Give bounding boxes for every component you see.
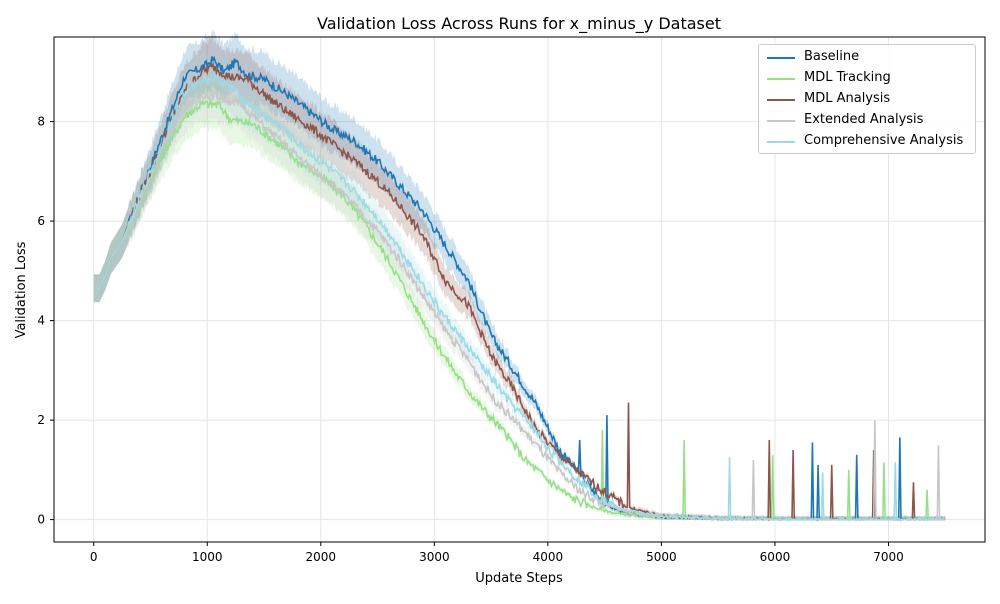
series-lines <box>93 55 946 522</box>
legend: Baseline MDL Tracking MDL Analysis Extended… <box>758 44 976 154</box>
legend-swatch <box>767 99 795 101</box>
legend-label: Comprehensive Analysis <box>804 133 964 148</box>
legend-item: Baseline <box>759 47 975 67</box>
x-tick-label: 2000 <box>306 550 337 564</box>
legend-label: MDL Tracking <box>804 70 891 85</box>
y-axis-ticks: 0 2 4 6 8 <box>37 115 54 527</box>
legend-item: MDL Analysis <box>759 89 975 109</box>
y-tick-label: 2 <box>37 413 45 427</box>
y-tick-label: 4 <box>37 314 45 328</box>
band-mdl-analysis <box>93 36 946 520</box>
y-axis-label: Validation Loss <box>14 241 29 338</box>
x-tick-label: 4000 <box>533 550 564 564</box>
legend-label: MDL Analysis <box>804 91 891 106</box>
x-axis-ticks: 0 1000 2000 3000 4000 5000 6000 7000 <box>90 542 904 564</box>
series-line-comprehensive-analysis <box>93 73 946 522</box>
y-tick-label: 0 <box>37 513 45 527</box>
grid-lines <box>54 37 985 542</box>
x-tick-label: 6000 <box>760 550 791 564</box>
x-tick-label: 5000 <box>646 550 677 564</box>
legend-item: Extended Analysis <box>759 110 975 130</box>
legend-swatch <box>767 120 795 122</box>
legend-swatch <box>767 141 795 143</box>
x-tick-label: 3000 <box>419 550 450 564</box>
legend-item: Comprehensive Analysis <box>759 131 975 151</box>
legend-swatch <box>767 57 795 59</box>
x-tick-label: 0 <box>90 550 98 564</box>
series-line-mdl-tracking <box>93 97 946 522</box>
y-tick-label: 8 <box>37 115 45 129</box>
x-axis-label: Update Steps <box>475 571 563 586</box>
legend-item: MDL Tracking <box>759 68 975 88</box>
y-tick-label: 6 <box>37 214 45 228</box>
band-mdl-tracking <box>93 75 946 520</box>
x-tick-label: 7000 <box>873 550 904 564</box>
legend-swatch <box>767 78 795 80</box>
band-extended-analysis <box>93 65 946 520</box>
plot-area <box>53 36 986 543</box>
legend-label: Baseline <box>804 49 860 64</box>
band-baseline <box>93 28 946 520</box>
x-tick-label: 1000 <box>192 550 223 564</box>
legend-label: Extended Analysis <box>804 112 924 127</box>
chart-title: Validation Loss Across Runs for x_minus_… <box>317 14 721 34</box>
